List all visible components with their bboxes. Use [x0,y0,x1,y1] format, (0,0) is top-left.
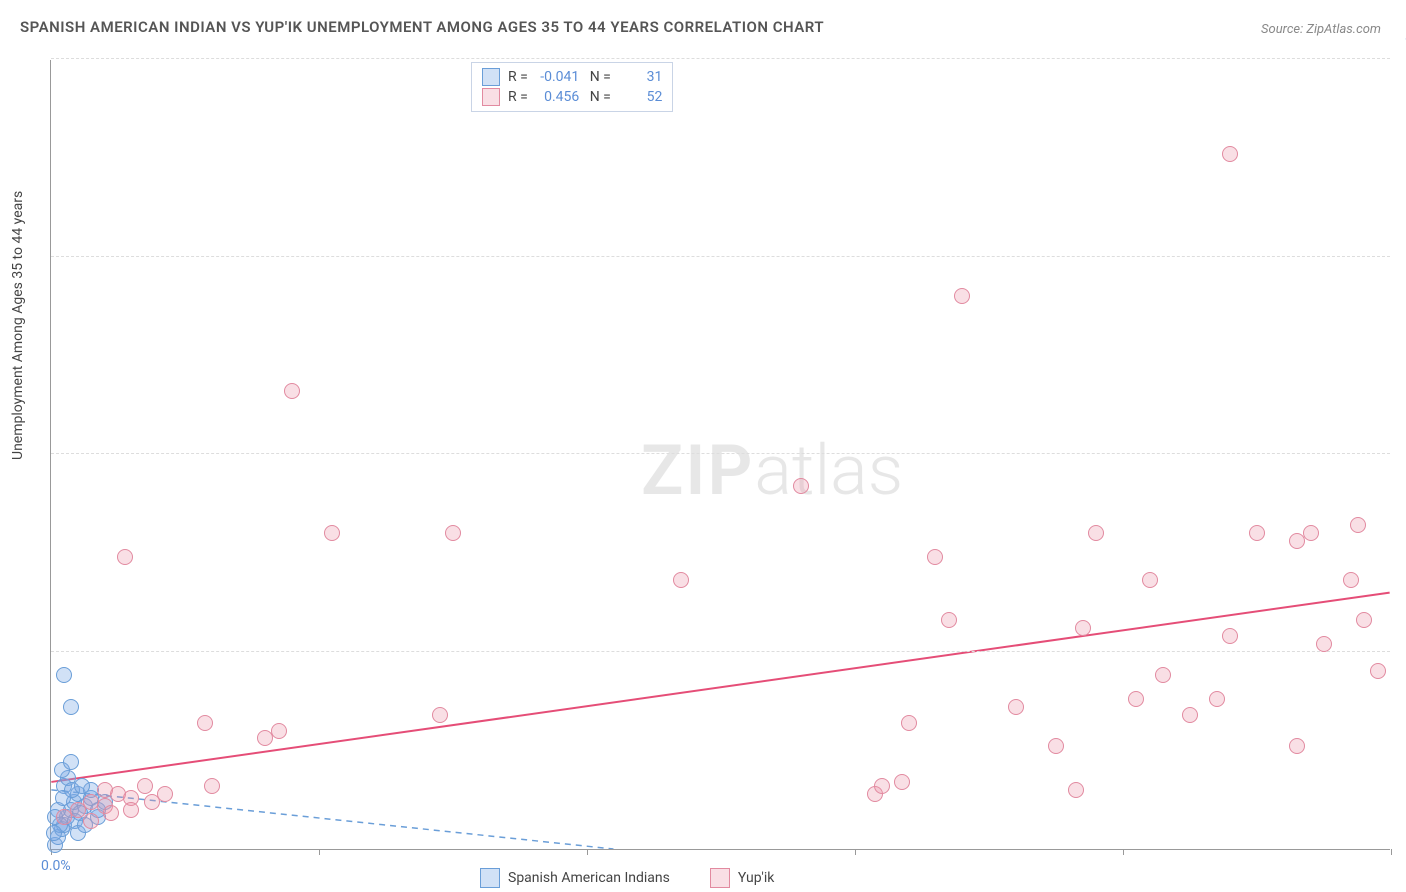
scatter-point [123,802,139,818]
scatter-point [894,774,910,790]
scatter-point [324,525,340,541]
scatter-point [1048,738,1064,754]
chart-title: SPANISH AMERICAN INDIAN VS YUP'IK UNEMPL… [20,18,824,36]
scatter-point [673,572,689,588]
scatter-point [1343,572,1359,588]
scatter-point [284,383,300,399]
legend-label: Spanish American Indians [508,870,670,886]
scatter-point [1142,572,1158,588]
scatter-point [63,699,79,715]
scatter-point [1222,628,1238,644]
stats-legend-text: R = 0.456 N = 52 [508,89,662,105]
scatter-point [1068,782,1084,798]
scatter-point [204,778,220,794]
scatter-point [1075,620,1091,636]
bottom-legend: Spanish American Indians Yup'ik [480,868,774,888]
scatter-point [445,525,461,541]
x-tick-label-min: 0.0% [41,858,71,874]
gridline [51,58,1390,59]
scatter-point [56,667,72,683]
scatter-point [144,794,160,810]
scatter-point [137,778,153,794]
scatter-point [1128,691,1144,707]
scatter-point [271,723,287,739]
stats-legend-row: R = -0.041 N = 31 [482,67,662,87]
scatter-point [432,707,448,723]
legend-label: Yup'ik [738,870,774,886]
scatter-point [1222,146,1238,162]
stats-legend: R = -0.041 N = 31 R = 0.456 N = 52 [471,62,673,112]
watermark-zip: ZIP [641,430,754,512]
gridline [51,453,1390,454]
x-tick [587,849,588,855]
scatter-point [1182,707,1198,723]
watermark-atlas: atlas [754,430,903,512]
scatter-point [901,715,917,731]
source-label: Source: ZipAtlas.com [1261,22,1381,37]
stats-legend-row: R = 0.456 N = 52 [482,87,662,107]
scatter-point [874,778,890,794]
legend-swatch [482,68,500,86]
plot-area: ZIPatlas R = -0.041 N = 31 R = 0.456 N = … [50,60,1390,850]
scatter-point [941,612,957,628]
scatter-point [1088,525,1104,541]
bottom-legend-item: Spanish American Indians [480,868,670,888]
scatter-point [954,288,970,304]
scatter-point [1155,667,1171,683]
scatter-point [103,805,119,821]
scatter-point [74,778,90,794]
legend-swatch [482,88,500,106]
bottom-legend-item: Yup'ik [710,868,774,888]
scatter-point [97,782,113,798]
scatter-point [1289,738,1305,754]
scatter-point [1209,691,1225,707]
scatter-point [197,715,213,731]
x-tick [1391,849,1392,855]
scatter-point [793,478,809,494]
scatter-point [117,549,133,565]
x-tick [1123,849,1124,855]
legend-swatch [710,868,730,888]
stats-legend-text: R = -0.041 N = 31 [508,69,662,85]
watermark: ZIPatlas [641,430,903,512]
scatter-point [927,549,943,565]
scatter-point [1008,699,1024,715]
gridline [51,256,1390,257]
y-axis-label: Unemployment Among Ages 35 to 44 years [10,191,26,460]
scatter-point [1350,517,1366,533]
scatter-point [1370,663,1386,679]
scatter-point [1303,525,1319,541]
x-tick [855,849,856,855]
scatter-point [83,813,99,829]
trend-line [51,593,1389,782]
x-tick [319,849,320,855]
scatter-point [46,825,62,841]
trend-lines-svg [51,60,1390,849]
scatter-point [1316,636,1332,652]
scatter-point [1356,612,1372,628]
scatter-point [63,754,79,770]
gridline [51,651,1390,652]
legend-swatch [480,868,500,888]
scatter-point [1249,525,1265,541]
